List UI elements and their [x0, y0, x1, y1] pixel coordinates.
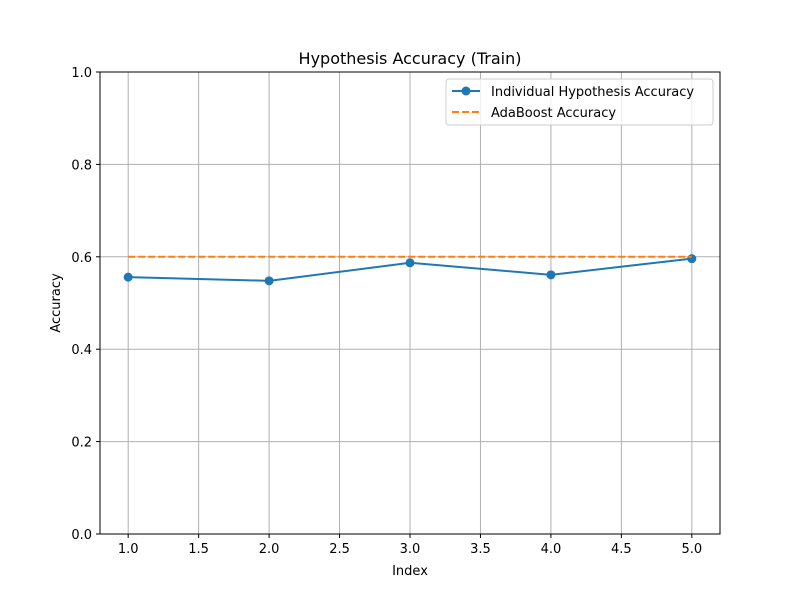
axis-ticks: 1.0 1.5 2.0 2.5 3.0 3.5 4.0 4.5 5.0 0.0 0.2 0.4 0.6 0… — [71, 66, 702, 557]
x-tick-label: 1.0 — [118, 542, 139, 557]
x-tick-label: 3.0 — [400, 542, 421, 557]
individual-accuracy-point — [687, 254, 697, 264]
y-tick-label: 0.6 — [71, 251, 92, 266]
y-tick-label: 1.0 — [71, 66, 92, 81]
legend-label-adaboost: AdaBoost Accuracy — [491, 106, 616, 121]
x-tick-label: 2.5 — [329, 542, 350, 557]
x-tick-label: 2.0 — [259, 542, 280, 557]
x-tick-label: 5.0 — [681, 542, 702, 557]
legend-marker-individual — [461, 86, 471, 96]
plot-series — [123, 254, 697, 286]
x-axis-label: Index — [392, 564, 428, 579]
x-tick-label: 4.5 — [611, 542, 632, 557]
y-tick-label: 0.2 — [71, 436, 92, 451]
x-tick-label: 3.5 — [470, 542, 491, 557]
legend-label-individual: Individual Hypothesis Accuracy — [491, 85, 694, 100]
individual-accuracy-point — [405, 258, 415, 268]
individual-accuracy-point — [546, 270, 556, 280]
legend-box — [445, 78, 714, 126]
y-tick-label: 0.0 — [71, 528, 92, 543]
chart-title: Hypothesis Accuracy (Train) — [299, 49, 522, 68]
individual-accuracy-point — [123, 272, 133, 282]
y-axis-label: Accuracy — [49, 273, 64, 333]
y-tick-label: 0.8 — [71, 158, 92, 173]
individual-accuracy-point — [264, 276, 274, 286]
x-tick-label: 4.0 — [541, 542, 562, 557]
legend: Individual Hypothesis Accuracy AdaBoost A… — [445, 78, 714, 126]
y-tick-label: 0.4 — [71, 343, 92, 358]
x-tick-label: 1.5 — [188, 542, 209, 557]
